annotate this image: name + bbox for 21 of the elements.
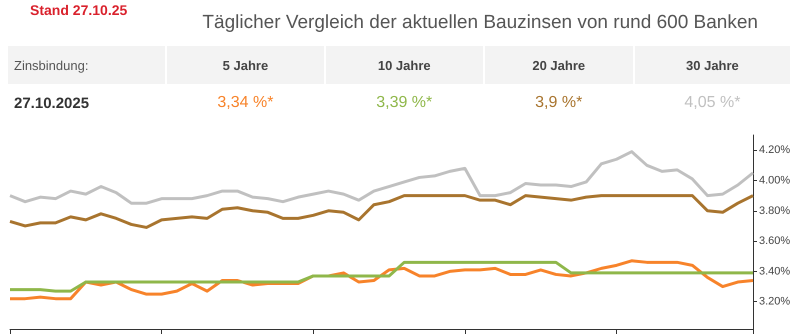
y-tick-label: 3.40%: [759, 265, 790, 278]
line-series: [8, 194, 754, 229]
y-tick-label: 4.20%: [759, 144, 790, 156]
y-tick-label: 4.00%: [759, 174, 790, 186]
text: 3,34 %*: [166, 84, 325, 122]
y-tick-label: 3.80%: [759, 204, 790, 217]
text: Zinsbindung:: [8, 46, 166, 84]
text: 10 Jahre: [324, 46, 484, 84]
line-series: [8, 150, 754, 205]
chart-title: Täglicher Vergleich der aktuellen Bauzinsen von rund 600 Banken: [202, 12, 758, 34]
text: 3,39 %*: [324, 84, 484, 122]
text: 20 Jahre: [484, 46, 634, 84]
chart-subtitle: Stand 27.10.25: [30, 2, 128, 18]
text: 27.10.2025: [13, 94, 90, 114]
y-tick-label: 3.60%: [759, 235, 790, 248]
text: 5 Jahre: [166, 46, 325, 84]
text: 3,9 %*: [484, 84, 634, 122]
line-series: [8, 260, 754, 293]
text: 4,05 %*: [634, 84, 790, 122]
text: 30 Jahre: [634, 46, 790, 84]
y-tick-label: 3.20%: [759, 296, 790, 308]
